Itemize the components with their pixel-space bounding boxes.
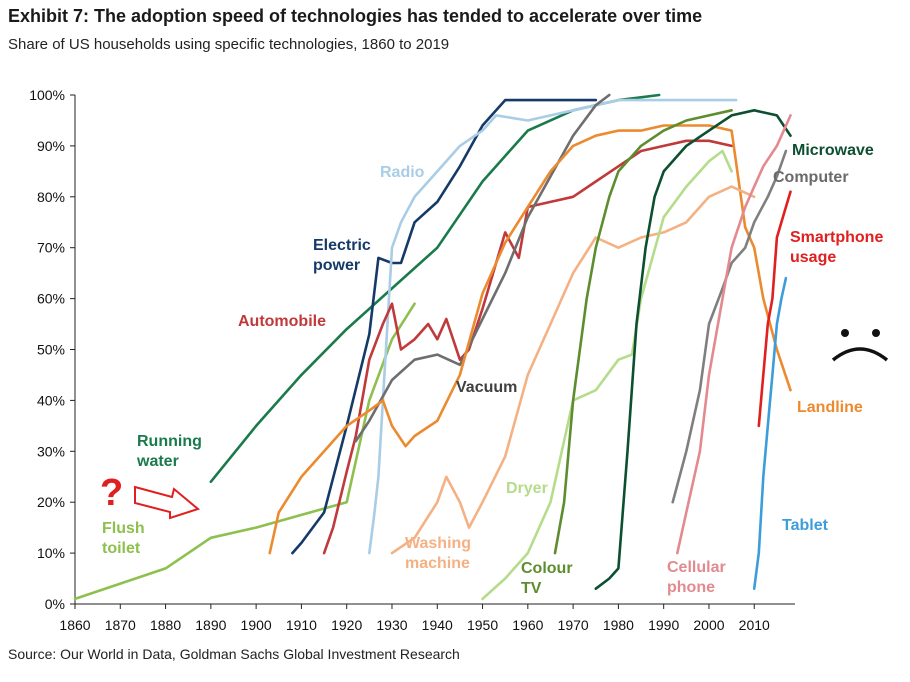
y-tick-label: 40% <box>37 392 65 408</box>
y-tick-label: 60% <box>37 291 65 307</box>
series-label-radio: Radio <box>380 164 425 181</box>
y-tick-label: 30% <box>37 443 65 459</box>
chart-title: Exhibit 7: The adoption speed of technol… <box>8 6 703 26</box>
series-line-smartphone-usage <box>757 190 792 428</box>
x-tick-label: 1940 <box>422 617 453 633</box>
series-label-flush-toilet: Flush toilet <box>102 520 145 557</box>
x-tick-label: 1970 <box>558 617 589 633</box>
x-tick-label: 1930 <box>376 617 407 633</box>
x-tick-label: 1890 <box>195 617 226 633</box>
series-label-smartphone-usage: Smartphone usage <box>790 229 883 266</box>
series-line-telephone-landline <box>268 124 792 555</box>
series-label-telephone-landline: Landline <box>797 399 863 416</box>
y-tick-label: 50% <box>37 342 65 358</box>
series-line-flush-toilet <box>73 302 416 601</box>
series-line-electric-power <box>291 98 598 555</box>
series-line-computer <box>671 149 788 504</box>
x-tick-label: 1870 <box>105 617 136 633</box>
y-tick-label: 80% <box>37 189 65 205</box>
series-label-tablet: Tablet <box>782 517 829 534</box>
y-tick-label: 10% <box>37 545 65 561</box>
y-tick-label: 100% <box>29 87 65 103</box>
series-line-colour-tv <box>553 109 733 555</box>
x-tick-label: 1950 <box>467 617 498 633</box>
x-tick-label: 1980 <box>603 617 634 633</box>
y-tick-label: 70% <box>37 240 65 256</box>
series-label-automobile: Automobile <box>238 313 326 330</box>
x-tick-label: 2010 <box>739 617 770 633</box>
series-line-cellular-phone <box>676 114 792 555</box>
series-label-washing-machine: Washing machine <box>405 535 471 572</box>
series-label-computer: Computer <box>773 169 849 186</box>
sad-face <box>831 329 889 362</box>
y-tick-label: 0% <box>45 596 65 612</box>
series-line-vacuum <box>354 93 611 443</box>
series-line-microwave <box>594 109 792 590</box>
series-line-dryer <box>481 149 733 601</box>
arrow-shape <box>134 485 201 520</box>
x-tick-label: 1910 <box>286 617 317 633</box>
series-label-cellular-phone: Cellular phone <box>667 559 726 596</box>
source-note: Source: Our World in Data, Goldman Sachs… <box>8 646 460 662</box>
x-tick-label: 1900 <box>241 617 272 633</box>
series-line-washing-machine <box>390 185 756 555</box>
y-tick-label: 90% <box>37 138 65 154</box>
x-tick-label: 1990 <box>648 617 679 633</box>
series-label-running-water: Running water <box>136 433 202 470</box>
series-label-vacuum: Vacuum <box>456 379 517 396</box>
chart-subtitle: Share of US households using specific te… <box>8 36 450 53</box>
question-mark: ? <box>100 472 123 514</box>
y-tick-label: 20% <box>37 494 65 510</box>
x-tick-label: 1960 <box>512 617 543 633</box>
series-label-electric-power: Electric power <box>313 237 371 274</box>
x-tick-label: 2000 <box>693 617 724 633</box>
series-label-microwave: Microwave <box>792 142 874 159</box>
series-label-colour-tv: Colour TV <box>521 560 573 597</box>
series-line-tablet <box>752 276 788 590</box>
series-label-dryer: Dryer <box>506 480 548 497</box>
x-tick-label: 1860 <box>59 617 90 633</box>
x-tick-label: 1880 <box>150 617 181 633</box>
series-line-radio <box>368 98 738 555</box>
x-tick-label: 1920 <box>331 617 362 633</box>
